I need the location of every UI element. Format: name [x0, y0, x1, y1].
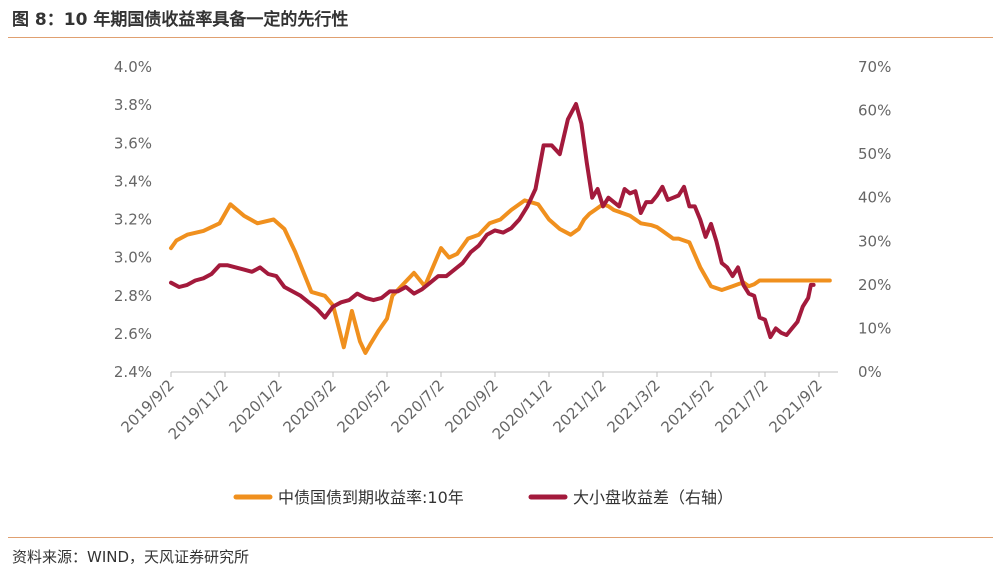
- series-line-size-spread: [169, 102, 816, 340]
- right-y-tick-label: 0%: [858, 363, 882, 381]
- right-y-tick-label: 10%: [858, 319, 891, 337]
- left-y-tick-label: 3.8%: [114, 96, 152, 114]
- left-y-tick-label: 3.6%: [114, 134, 152, 152]
- x-axis: 2019/9/22019/11/22020/1/22020/3/22020/5/…: [117, 371, 838, 443]
- series-layer: [169, 102, 832, 355]
- x-tick-label: 2021/1/2: [549, 376, 609, 436]
- right-y-tick-label: 40%: [858, 189, 891, 207]
- left-y-tick-label: 4.0%: [114, 58, 152, 76]
- title-divider: [8, 37, 993, 38]
- right-y-tick-label: 50%: [858, 145, 891, 163]
- chart-title: 图 8：10 年期国债收益率具备一定的先行性: [12, 10, 349, 30]
- left-y-tick-label: 3.2%: [114, 211, 152, 229]
- left-y-tick-label: 2.8%: [114, 287, 152, 305]
- right-y-tick-label: 60%: [858, 102, 891, 120]
- x-tick-label: 2021/3/2: [603, 376, 663, 436]
- legend: 中债国债到期收益率:10年 大小盘收益差（右轴）: [233, 488, 733, 507]
- x-tick-label: 2021/7/2: [711, 376, 771, 436]
- left-y-tick-label: 3.0%: [114, 249, 152, 267]
- right-y-tick-label: 30%: [858, 232, 891, 250]
- x-tick-label: 2020/7/2: [387, 376, 447, 436]
- x-tick-label: 2020/3/2: [279, 376, 339, 436]
- right-y-tick-label: 70%: [858, 58, 891, 76]
- x-tick-label: 2020/1/2: [225, 376, 285, 436]
- source-divider: [8, 537, 993, 538]
- right-y-axis: 70% 60% 50% 40% 30% 20% 10% 0%: [858, 58, 891, 381]
- x-tick-label: 2020/5/2: [333, 376, 393, 436]
- left-y-tick-label: 2.4%: [114, 363, 152, 381]
- left-y-axis: 4.0% 3.8% 3.6% 3.4% 3.2% 3.0% 2.8% 2.6% 2.4%: [114, 58, 152, 381]
- left-y-tick-label: 2.6%: [114, 325, 152, 343]
- right-y-tick-label: 20%: [858, 276, 891, 294]
- legend-label-size-spread: 大小盘收益差（右轴）: [573, 488, 733, 507]
- legend-label-bond-yield: 中债国债到期收益率:10年: [278, 488, 464, 507]
- x-tick-label: 2021/5/2: [657, 376, 717, 436]
- x-tick-label: 2021/9/2: [765, 376, 825, 436]
- source-note: 资料来源：WIND，天风证券研究所: [12, 548, 250, 566]
- left-y-tick-label: 3.4%: [114, 172, 152, 190]
